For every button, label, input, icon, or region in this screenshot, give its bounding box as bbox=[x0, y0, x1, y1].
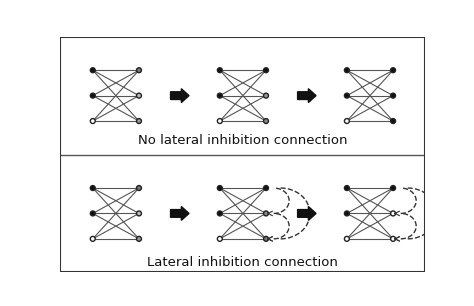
Circle shape bbox=[218, 68, 222, 73]
Circle shape bbox=[218, 236, 222, 241]
Circle shape bbox=[91, 118, 95, 124]
Circle shape bbox=[137, 93, 141, 98]
Circle shape bbox=[91, 211, 95, 216]
Circle shape bbox=[91, 236, 95, 241]
Circle shape bbox=[391, 211, 395, 216]
Circle shape bbox=[345, 185, 349, 191]
Circle shape bbox=[218, 211, 222, 216]
Circle shape bbox=[264, 211, 268, 216]
Circle shape bbox=[391, 185, 395, 191]
Circle shape bbox=[345, 236, 349, 241]
Circle shape bbox=[137, 68, 141, 73]
Circle shape bbox=[391, 68, 395, 73]
Circle shape bbox=[91, 68, 95, 73]
Circle shape bbox=[137, 211, 141, 216]
Circle shape bbox=[391, 236, 395, 241]
Circle shape bbox=[345, 93, 349, 98]
FancyArrow shape bbox=[298, 89, 316, 103]
Circle shape bbox=[264, 68, 268, 73]
Circle shape bbox=[391, 118, 395, 124]
Text: Lateral inhibition connection: Lateral inhibition connection bbox=[147, 256, 338, 269]
Circle shape bbox=[218, 118, 222, 124]
Circle shape bbox=[345, 211, 349, 216]
FancyArrow shape bbox=[171, 89, 189, 103]
Circle shape bbox=[218, 93, 222, 98]
Circle shape bbox=[91, 93, 95, 98]
Circle shape bbox=[264, 93, 268, 98]
FancyArrow shape bbox=[298, 207, 316, 220]
Circle shape bbox=[137, 185, 141, 191]
Circle shape bbox=[137, 118, 141, 124]
Circle shape bbox=[264, 185, 268, 191]
Circle shape bbox=[345, 118, 349, 124]
FancyArrow shape bbox=[171, 207, 189, 220]
Circle shape bbox=[345, 68, 349, 73]
Circle shape bbox=[264, 118, 268, 124]
Text: No lateral inhibition connection: No lateral inhibition connection bbox=[138, 134, 347, 147]
Circle shape bbox=[264, 236, 268, 241]
Circle shape bbox=[218, 185, 222, 191]
Circle shape bbox=[91, 185, 95, 191]
Circle shape bbox=[137, 236, 141, 241]
Circle shape bbox=[391, 93, 395, 98]
